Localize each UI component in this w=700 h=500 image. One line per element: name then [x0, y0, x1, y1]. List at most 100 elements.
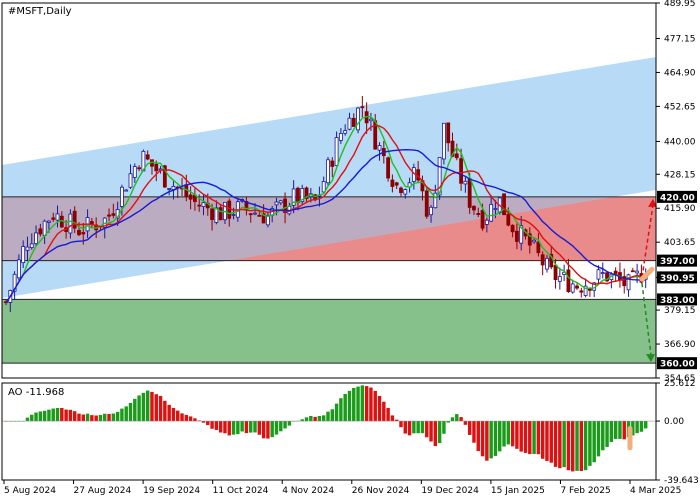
price-tick-label: 489.95: [664, 0, 696, 9]
candle-body: [296, 187, 300, 203]
resistance-overlay: [2, 196, 656, 261]
candle-body: [167, 188, 172, 190]
ao-bar: [493, 421, 498, 456]
candle-body: [553, 264, 558, 281]
candle-body: [227, 200, 232, 219]
candle-body: [124, 189, 129, 192]
ao-bar: [528, 421, 532, 455]
ao-bar: [369, 387, 373, 422]
candle-body: [536, 241, 541, 254]
ao-bar: [364, 386, 369, 422]
ao-bar: [111, 413, 116, 422]
main-frame: [1, 2, 657, 379]
ao-bar: [283, 421, 287, 429]
ao-bar: [55, 407, 60, 422]
level-price-box: [657, 357, 697, 370]
level-price-label: 360.00: [660, 360, 695, 370]
ao-bar: [180, 413, 184, 422]
ao-bar: [506, 421, 511, 445]
ao-bar: [467, 421, 472, 435]
candle-body: [132, 166, 137, 178]
ao-bar: [197, 420, 201, 422]
ao-bar: [184, 414, 189, 422]
candle-body: [21, 246, 26, 264]
ao-bar: [618, 421, 622, 439]
ao-bar: [326, 411, 330, 422]
ao-bar: [540, 421, 545, 459]
ao-bar: [639, 421, 644, 432]
ao-tick-label: 25.612: [664, 379, 696, 389]
price-tick-label: 428.15: [664, 170, 696, 180]
ao-bar: [261, 421, 266, 439]
ao-bar: [81, 414, 85, 422]
candle-body: [55, 213, 60, 221]
ao-bar: [412, 421, 416, 434]
ao-bar: [313, 416, 317, 422]
level-price-box: [657, 190, 697, 203]
candle-body: [201, 202, 206, 207]
ao-bar: [549, 421, 553, 463]
ao-bar: [51, 408, 55, 422]
ao-bar: [257, 421, 262, 435]
ao-bar: [141, 392, 146, 422]
date-label: 5 Aug 2024: [4, 486, 56, 496]
candle-body: [304, 187, 309, 200]
candle-body: [630, 270, 635, 273]
ma-slow-line: [5, 148, 646, 303]
ao-bar: [339, 398, 343, 422]
chart-title: #MSFT,Daily: [8, 6, 72, 17]
candle-body: [257, 214, 262, 217]
ao-bar: [85, 413, 90, 422]
ao-bar: [347, 390, 352, 422]
ao-bar: [330, 409, 335, 422]
candle-body: [399, 187, 403, 194]
ao-bar: [98, 414, 103, 422]
price-tick-label: 477.15: [664, 34, 696, 44]
ao-bar: [124, 406, 128, 422]
ao-bar: [240, 421, 244, 432]
ao-bar: [609, 421, 614, 443]
candle-body: [459, 158, 463, 184]
ao-bar: [274, 421, 279, 435]
support-zone: [2, 299, 656, 364]
ao-bar: [321, 415, 326, 422]
forecast-down-arrow: [641, 283, 652, 356]
candle-body: [274, 201, 279, 206]
candle-body: [467, 178, 472, 208]
date-label: 19 Dec 2024: [421, 486, 479, 496]
candle-body: [188, 194, 193, 200]
ao-bar: [47, 409, 51, 422]
candle-body: [347, 117, 352, 130]
ao-bar: [588, 421, 592, 466]
candle-body: [484, 219, 489, 225]
candle-body: [570, 283, 575, 293]
ao-bar: [137, 395, 141, 422]
candle-body: [515, 230, 519, 242]
candle-body: [579, 290, 584, 293]
candle-body: [386, 157, 391, 179]
candle-body: [454, 153, 459, 159]
level-price-box: [657, 271, 697, 284]
ao-bar: [571, 421, 575, 472]
ao-bar: [459, 417, 463, 422]
candle-body: [605, 272, 609, 282]
ao-bar: [38, 411, 43, 422]
ao-bar: [72, 411, 77, 422]
ao-label: AO -11.968: [8, 387, 64, 398]
ao-bar: [218, 421, 223, 433]
ao-bar: [558, 421, 562, 469]
candle-body: [390, 179, 395, 187]
candle-body: [476, 212, 481, 215]
candle-body: [253, 212, 257, 215]
candle-body: [519, 225, 524, 244]
ao-bar: [403, 421, 407, 434]
ao-bar: [343, 393, 347, 422]
candle-body: [25, 246, 30, 251]
candle-body: [356, 107, 360, 131]
ao-bar: [30, 414, 34, 422]
ao-bar: [613, 421, 618, 439]
ao-bar: [394, 419, 399, 422]
ao-bar: [291, 421, 296, 422]
ao-bar: [523, 421, 528, 453]
